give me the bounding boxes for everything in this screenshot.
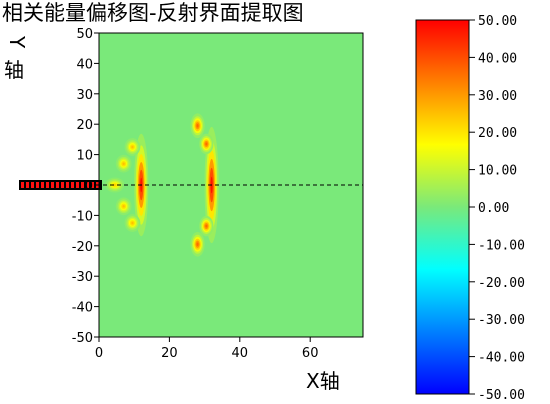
heatmap-contour <box>205 142 208 146</box>
colorbar-tick-label: -40.00 <box>478 351 525 366</box>
x-axis-label: X轴 <box>306 369 340 393</box>
heatmap-blob <box>115 197 132 216</box>
y-tick-label: 10 <box>76 149 93 164</box>
chart-title: 相关能量偏移图-反射界面提取图 <box>2 1 304 25</box>
source-bar-cell <box>51 182 54 188</box>
colorbar-tick-label: 50.00 <box>478 14 517 29</box>
source-bar-cell <box>36 182 39 188</box>
source-bar-cell <box>91 182 94 188</box>
source-bar-cell <box>66 182 69 188</box>
colorbar-tick-label: 30.00 <box>478 89 517 104</box>
source-bar-cell <box>81 182 84 188</box>
y-tick-label: 40 <box>76 57 93 72</box>
source-bar-cell <box>56 182 59 188</box>
y-tick-label: -40 <box>72 301 93 316</box>
colorbar-tick-label: -30.00 <box>478 313 525 328</box>
colorbar: 50.00 40.00 30.00 20.00 10.00 0.00 -10.00 -20.0… <box>415 14 525 403</box>
heatmap-blob <box>105 177 125 193</box>
source-bar-cell <box>76 182 79 188</box>
heatmap-contour <box>113 183 117 187</box>
source-bar-cell <box>61 182 64 188</box>
y-tick-label: 20 <box>76 118 93 133</box>
y-axis-ticks: 50 40 30 20 10 0 -10 -20 -30 -40 -50 <box>72 27 99 346</box>
x-tick-label: 0 <box>95 346 103 361</box>
y-tick-label: 0 <box>85 179 93 194</box>
heatmap-contour <box>122 205 125 208</box>
colorbar-tick-label: 10.00 <box>478 164 517 179</box>
y-tick-label: -50 <box>72 331 93 346</box>
source-bar-frame <box>19 180 102 190</box>
source-bar-cell <box>21 182 24 188</box>
source-bar-cell <box>86 182 89 188</box>
source-bar-cell <box>71 182 74 188</box>
heatmap-blob <box>190 231 205 257</box>
colorbar-tick-label: 40.00 <box>478 51 517 66</box>
colorbar-ticks: 50.00 40.00 30.00 20.00 10.00 0.00 -10.00 -20.0… <box>469 14 525 403</box>
source-bar-cell <box>46 182 49 188</box>
colorbar-tick-label: -20.00 <box>478 276 525 291</box>
y-axis-label-char-2: 轴 <box>4 58 24 82</box>
source-bar-cell <box>26 182 29 188</box>
source-bar-cell <box>41 182 44 188</box>
y-tick-label: -30 <box>72 270 93 285</box>
heatmap-blob <box>190 113 205 139</box>
heatmap-layer <box>105 113 219 257</box>
plot-area <box>19 32 364 338</box>
heatmap-contour <box>196 242 199 247</box>
heatmap-contour <box>131 221 134 225</box>
heatmap-contour <box>131 145 134 149</box>
colorbar-tick-label: -50.00 <box>478 388 525 403</box>
colorbar-ramp <box>415 19 470 395</box>
y-tick-label: -20 <box>72 240 93 255</box>
y-axis-label-char-1: Y <box>5 35 29 49</box>
y-tick-label: 30 <box>76 88 93 103</box>
x-tick-label: 20 <box>161 346 178 361</box>
heatmap-blob <box>124 138 141 156</box>
heatmap-contour <box>196 123 199 128</box>
heatmap-blob <box>199 133 214 155</box>
heatmap-blob <box>199 215 214 237</box>
heatmap-contour <box>122 162 125 165</box>
heatmap-blob <box>124 214 141 232</box>
x-axis-ticks: 0 20 40 60 <box>95 337 319 361</box>
heatmap-blob <box>115 154 132 173</box>
x-tick-label: 60 <box>302 346 319 361</box>
colorbar-tick-label: -10.00 <box>478 238 525 253</box>
colorbar-tick-label: 0.00 <box>478 201 509 216</box>
x-tick-label: 40 <box>232 346 249 361</box>
source-bar-cell <box>31 182 34 188</box>
y-tick-label: 50 <box>76 27 93 42</box>
colorbar-tick-label: 20.00 <box>478 126 517 141</box>
y-tick-label: -10 <box>72 209 93 224</box>
heatmap-contour <box>205 224 208 228</box>
